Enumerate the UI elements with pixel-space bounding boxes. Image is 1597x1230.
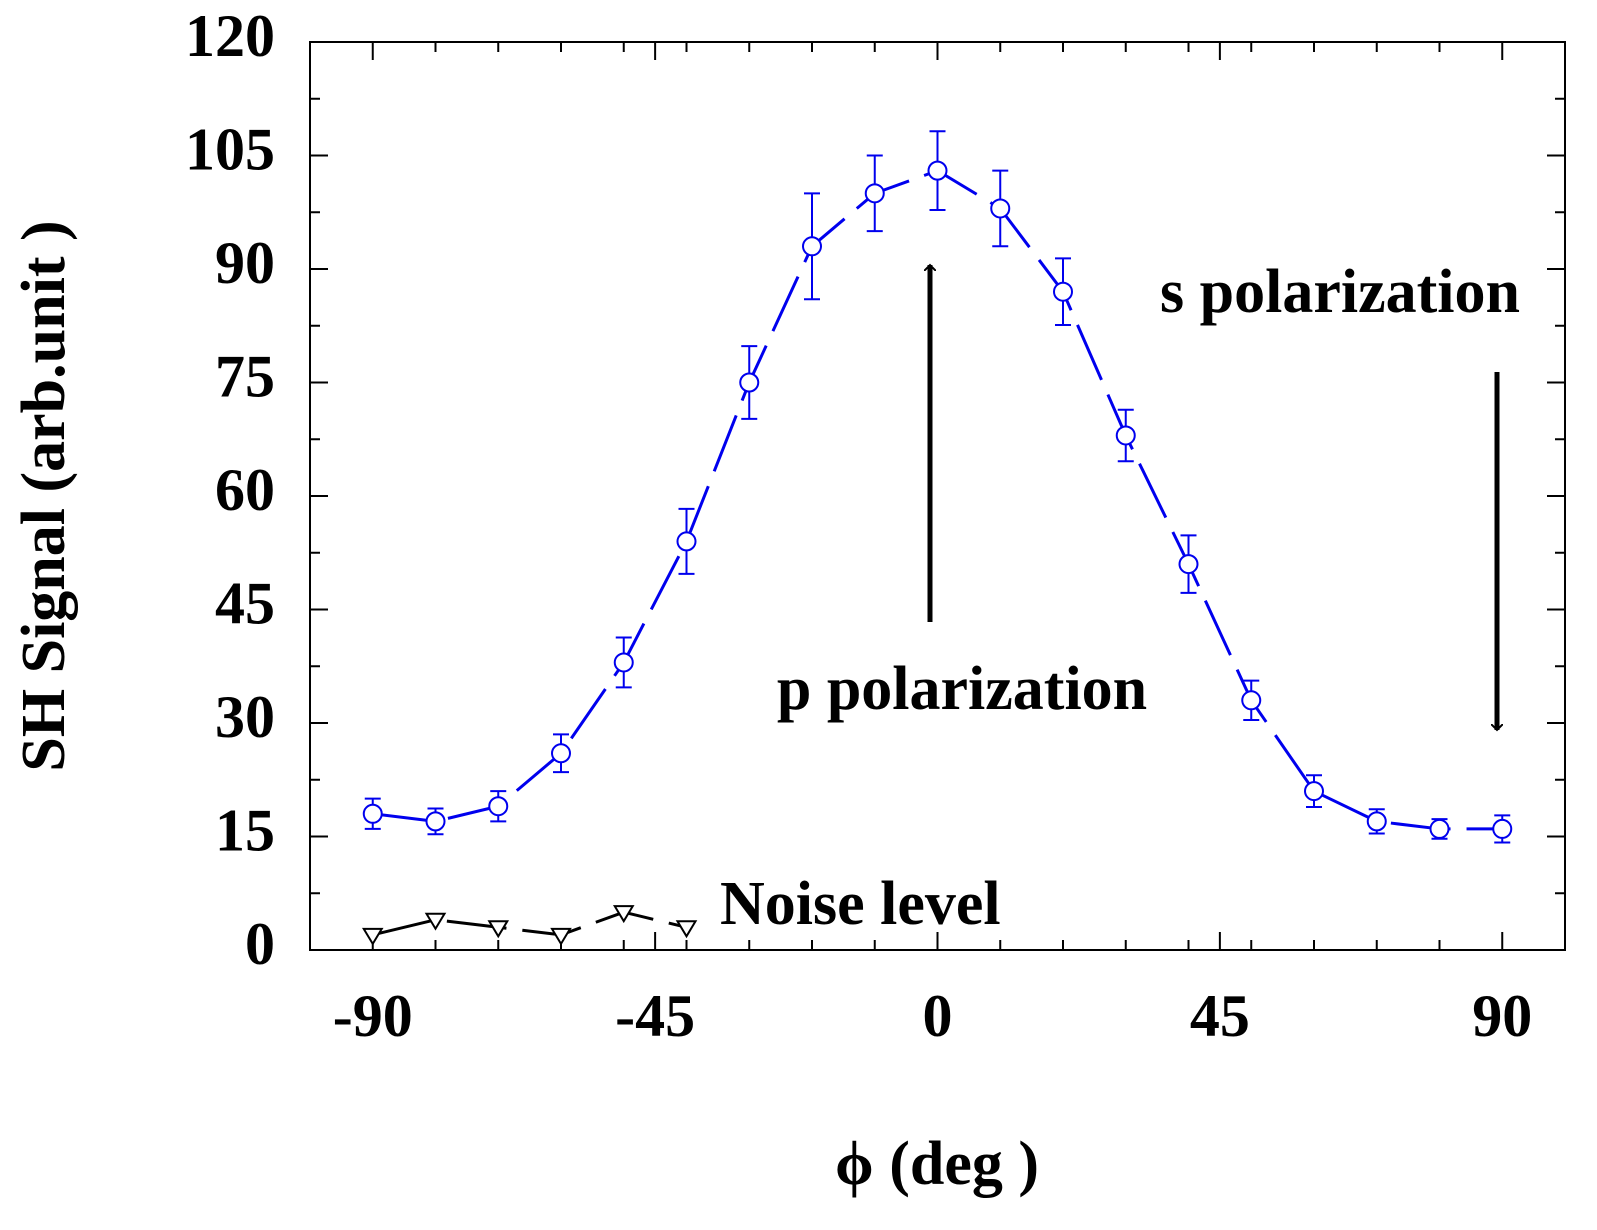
x-tick-label: -45 xyxy=(615,983,695,1049)
data-point xyxy=(488,796,509,817)
data-point xyxy=(739,372,760,393)
data-point xyxy=(361,927,384,946)
y-axis-label: SH Signal (arb.unit ) xyxy=(10,220,78,771)
annotation: p polarization xyxy=(777,655,1147,723)
x-tick-label: 90 xyxy=(1472,983,1532,1049)
data-point xyxy=(676,531,697,552)
x-tick-label: 0 xyxy=(923,983,953,1049)
data-point xyxy=(425,811,446,832)
y-tick-label: 45 xyxy=(215,570,275,636)
data-point xyxy=(551,743,571,764)
y-tick-label: 90 xyxy=(215,230,275,296)
data-point xyxy=(612,905,635,924)
data-point xyxy=(1492,818,1513,839)
data-point xyxy=(550,927,572,946)
data-point xyxy=(675,920,698,939)
y-tick-label: 75 xyxy=(215,343,275,409)
y-tick-label: 120 xyxy=(185,3,275,69)
data-point xyxy=(1429,818,1450,839)
series-line xyxy=(372,910,687,937)
data-point xyxy=(1241,690,1262,711)
data-point xyxy=(613,652,634,673)
data-point xyxy=(802,236,822,257)
data-point xyxy=(990,198,1011,219)
y-tick-label: 105 xyxy=(185,116,275,182)
y-tick-label: 0 xyxy=(245,911,275,977)
y-tick-label: 15 xyxy=(215,797,275,863)
y-tick-label: 60 xyxy=(215,457,275,523)
annotation: Noise level xyxy=(720,870,1001,938)
data-point xyxy=(1178,554,1199,575)
data-point xyxy=(864,183,885,204)
data-point xyxy=(927,160,948,181)
data-point xyxy=(424,912,447,931)
annotation: s polarization xyxy=(1160,258,1520,326)
data-point xyxy=(1366,811,1387,832)
data-point xyxy=(1304,781,1324,802)
x-tick-label: -90 xyxy=(333,983,413,1049)
data-point xyxy=(1053,281,1073,302)
x-axis-label: ϕ (deg ) xyxy=(835,1130,1039,1198)
data-point xyxy=(362,803,383,824)
data-point xyxy=(487,920,510,939)
data-point xyxy=(1115,425,1136,446)
x-tick-label: 45 xyxy=(1190,983,1250,1049)
y-tick-label: 30 xyxy=(215,684,275,750)
